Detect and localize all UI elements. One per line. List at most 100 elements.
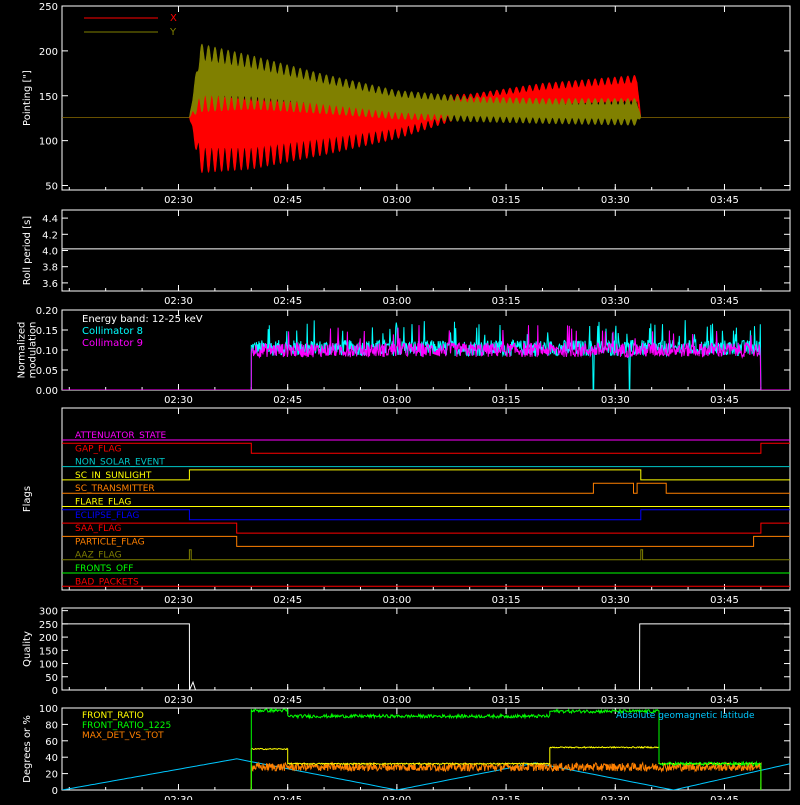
panel-pointing: 02:30 02:45 03:00 03:15 03:30 03:45 250 200 150 1… (22, 2, 791, 206)
modulation-xtick-label: 02:45 (273, 395, 302, 406)
roll-xtick-label: 03:00 (382, 296, 411, 307)
quality-ytick-label: 250 (39, 620, 58, 631)
roll-xtick-label: 03:15 (492, 296, 521, 307)
quality-ytick-label: 50 (45, 673, 58, 684)
misc-xtick-label: 03:45 (710, 795, 739, 800)
misc-xtick-label: 03:00 (382, 795, 411, 800)
panel-roll: 02:30 02:45 03:00 03:15 03:30 03:45 4.4 4.2 4.0 3… (22, 209, 791, 307)
misc-ytick-label: 40 (45, 753, 58, 764)
modulation-ylabel: Normalized (17, 322, 28, 379)
pointing-xtick-label: 03:45 (710, 195, 739, 206)
flags-xtick-label: 03:15 (492, 595, 521, 606)
flag-label-bad-packets: BAD_PACKETS (75, 577, 139, 587)
misc-ytick-label: 60 (45, 737, 58, 748)
modulation-legend-9: Collimator 9 (82, 338, 143, 349)
panel-modulation: 02:30 02:45 03:00 03:15 03:30 03:45 0.20 0.15 0.… (17, 306, 791, 406)
modulation-xtick-label: 03:15 (492, 395, 521, 406)
roll-ytick-label: 4.4 (42, 214, 58, 225)
quality-line (62, 623, 790, 691)
modulation-plot (62, 320, 790, 390)
legend-label-x: X (170, 13, 177, 24)
flag-label-fronts-off: FRONTS_OFF (75, 564, 133, 574)
flag-line-sc-transmitter (62, 482, 790, 494)
misc-ytick-label: 0 (52, 786, 58, 797)
series-front-ratio-1225 (250, 708, 762, 790)
quality-xtick-label: 02:30 (164, 695, 193, 706)
modulation-xtick-label: 02:30 (164, 395, 193, 406)
flag-label-attenuator-state: ATTENUATOR_STATE (75, 431, 167, 441)
flags-frame (61, 407, 791, 591)
misc-ylabel: Degrees or % (22, 715, 33, 783)
pointing-xtick-label: 02:30 (164, 195, 193, 206)
legend-label-y: Y (169, 27, 177, 38)
roll-xtick-label: 02:30 (164, 296, 193, 307)
pointing-series-y (62, 43, 790, 126)
pointing-xtick-label: 03:30 (601, 195, 630, 206)
misc-ytick-label: 100 (39, 704, 58, 715)
modulation-ylabel: modulation (28, 322, 39, 379)
flag-label-aaz-flag: AAZ_FLAG (75, 551, 122, 561)
pointing-ytick-label: 150 (39, 92, 58, 103)
flags-xtick-label: 03:00 (382, 595, 411, 606)
misc-ytick-label: 80 (45, 720, 58, 731)
quality-ytick-label: 200 (39, 633, 58, 644)
flag-line-eclipse-flag (62, 509, 790, 521)
misc-legend-max-det-vs-tot: MAX_DET_VS_TOT (82, 731, 164, 741)
series-geomagnetic-latitude (62, 758, 790, 790)
quality-ylabel: Quality (22, 631, 33, 667)
misc-xtick-label: 03:30 (601, 795, 630, 800)
quality-xtick-label: 03:15 (492, 695, 521, 706)
quality-xtick-label: 03:45 (710, 695, 739, 706)
flag-line-aaz-flag (62, 549, 790, 561)
flags-xtick-label: 02:30 (164, 595, 193, 606)
modulation-xtick-label: 03:45 (710, 395, 739, 406)
quality-xtick-label: 03:30 (601, 695, 630, 706)
quality-ytick-label: 300 (39, 607, 58, 618)
flag-label-gap-flag: GAP_FLAG (75, 444, 121, 454)
modulation-legend-8: Collimator 8 (82, 326, 143, 337)
panel-flags: 02:30 02:45 03:00 03:15 03:30 03:45 Flags ATTEN… (22, 407, 791, 606)
flag-label-non-solar-event: NON_SOLAR_EVENT (75, 458, 165, 468)
misc-plot (62, 708, 790, 790)
quality-ytick-label: 150 (39, 646, 58, 657)
flag-line-gap-flag (62, 442, 790, 454)
roll-ylabel: Roll period [s] (22, 216, 33, 285)
pointing-ytick-label: 250 (39, 2, 58, 13)
roll-ytick-label: 4.2 (42, 230, 58, 241)
roll-ytick-label: 3.8 (42, 263, 58, 274)
flag-label-sc-transmitter: SC_TRANSMITTER (75, 484, 155, 494)
flags-xtick-label: 02:45 (273, 595, 302, 606)
pointing-plot (62, 43, 790, 173)
flag-line-sc-in-sunlight (62, 469, 790, 481)
flag-line-particle-flag (62, 535, 790, 547)
roll-ytick-label: 4.0 (42, 247, 58, 258)
series-max-det-vs-tot (250, 761, 762, 790)
flag-label-eclipse-flag: ECLIPSE_FLAG (75, 511, 139, 521)
flag-label-sc-in-sunlight: SC_IN_SUNLIGHT (75, 471, 152, 481)
quality-ytick-label: 0 (52, 686, 58, 697)
roll-xtick-label: 02:45 (273, 296, 302, 307)
flags-xtick-label: 03:45 (710, 595, 739, 606)
quality-ytick-label: 100 (39, 660, 58, 671)
modulation-ytick-label: 0.10 (36, 346, 58, 357)
modulation-ytick-label: 0.05 (36, 366, 58, 377)
misc-xtick-label: 02:45 (273, 795, 302, 800)
modulation-ytick-label: 0.15 (36, 326, 58, 337)
flags-xtick-label: 03:30 (601, 595, 630, 606)
pointing-ytick-label: 200 (39, 47, 58, 58)
modulation-ytick-label: 0.20 (36, 306, 58, 317)
flag-label-saa-flag: SAA_FLAG (75, 524, 121, 534)
misc-legend-front-ratio-1225: FRONT_RATIO_1225 (82, 721, 171, 731)
roll-ytick-label: 3.6 (42, 279, 58, 290)
pointing-xtick-label: 03:15 (492, 195, 521, 206)
quality-xtick-label: 02:45 (273, 695, 302, 706)
flag-label-flare-flag: FLARE_FLAG (75, 498, 131, 508)
modulation-xtick-label: 03:30 (601, 395, 630, 406)
pointing-xtick-label: 02:45 (273, 195, 302, 206)
modulation-ytick-label: 0.00 (36, 386, 58, 397)
misc-frame (61, 707, 791, 791)
flag-line-saa-flag (62, 522, 790, 534)
pointing-xtick-label: 03:00 (382, 195, 411, 206)
